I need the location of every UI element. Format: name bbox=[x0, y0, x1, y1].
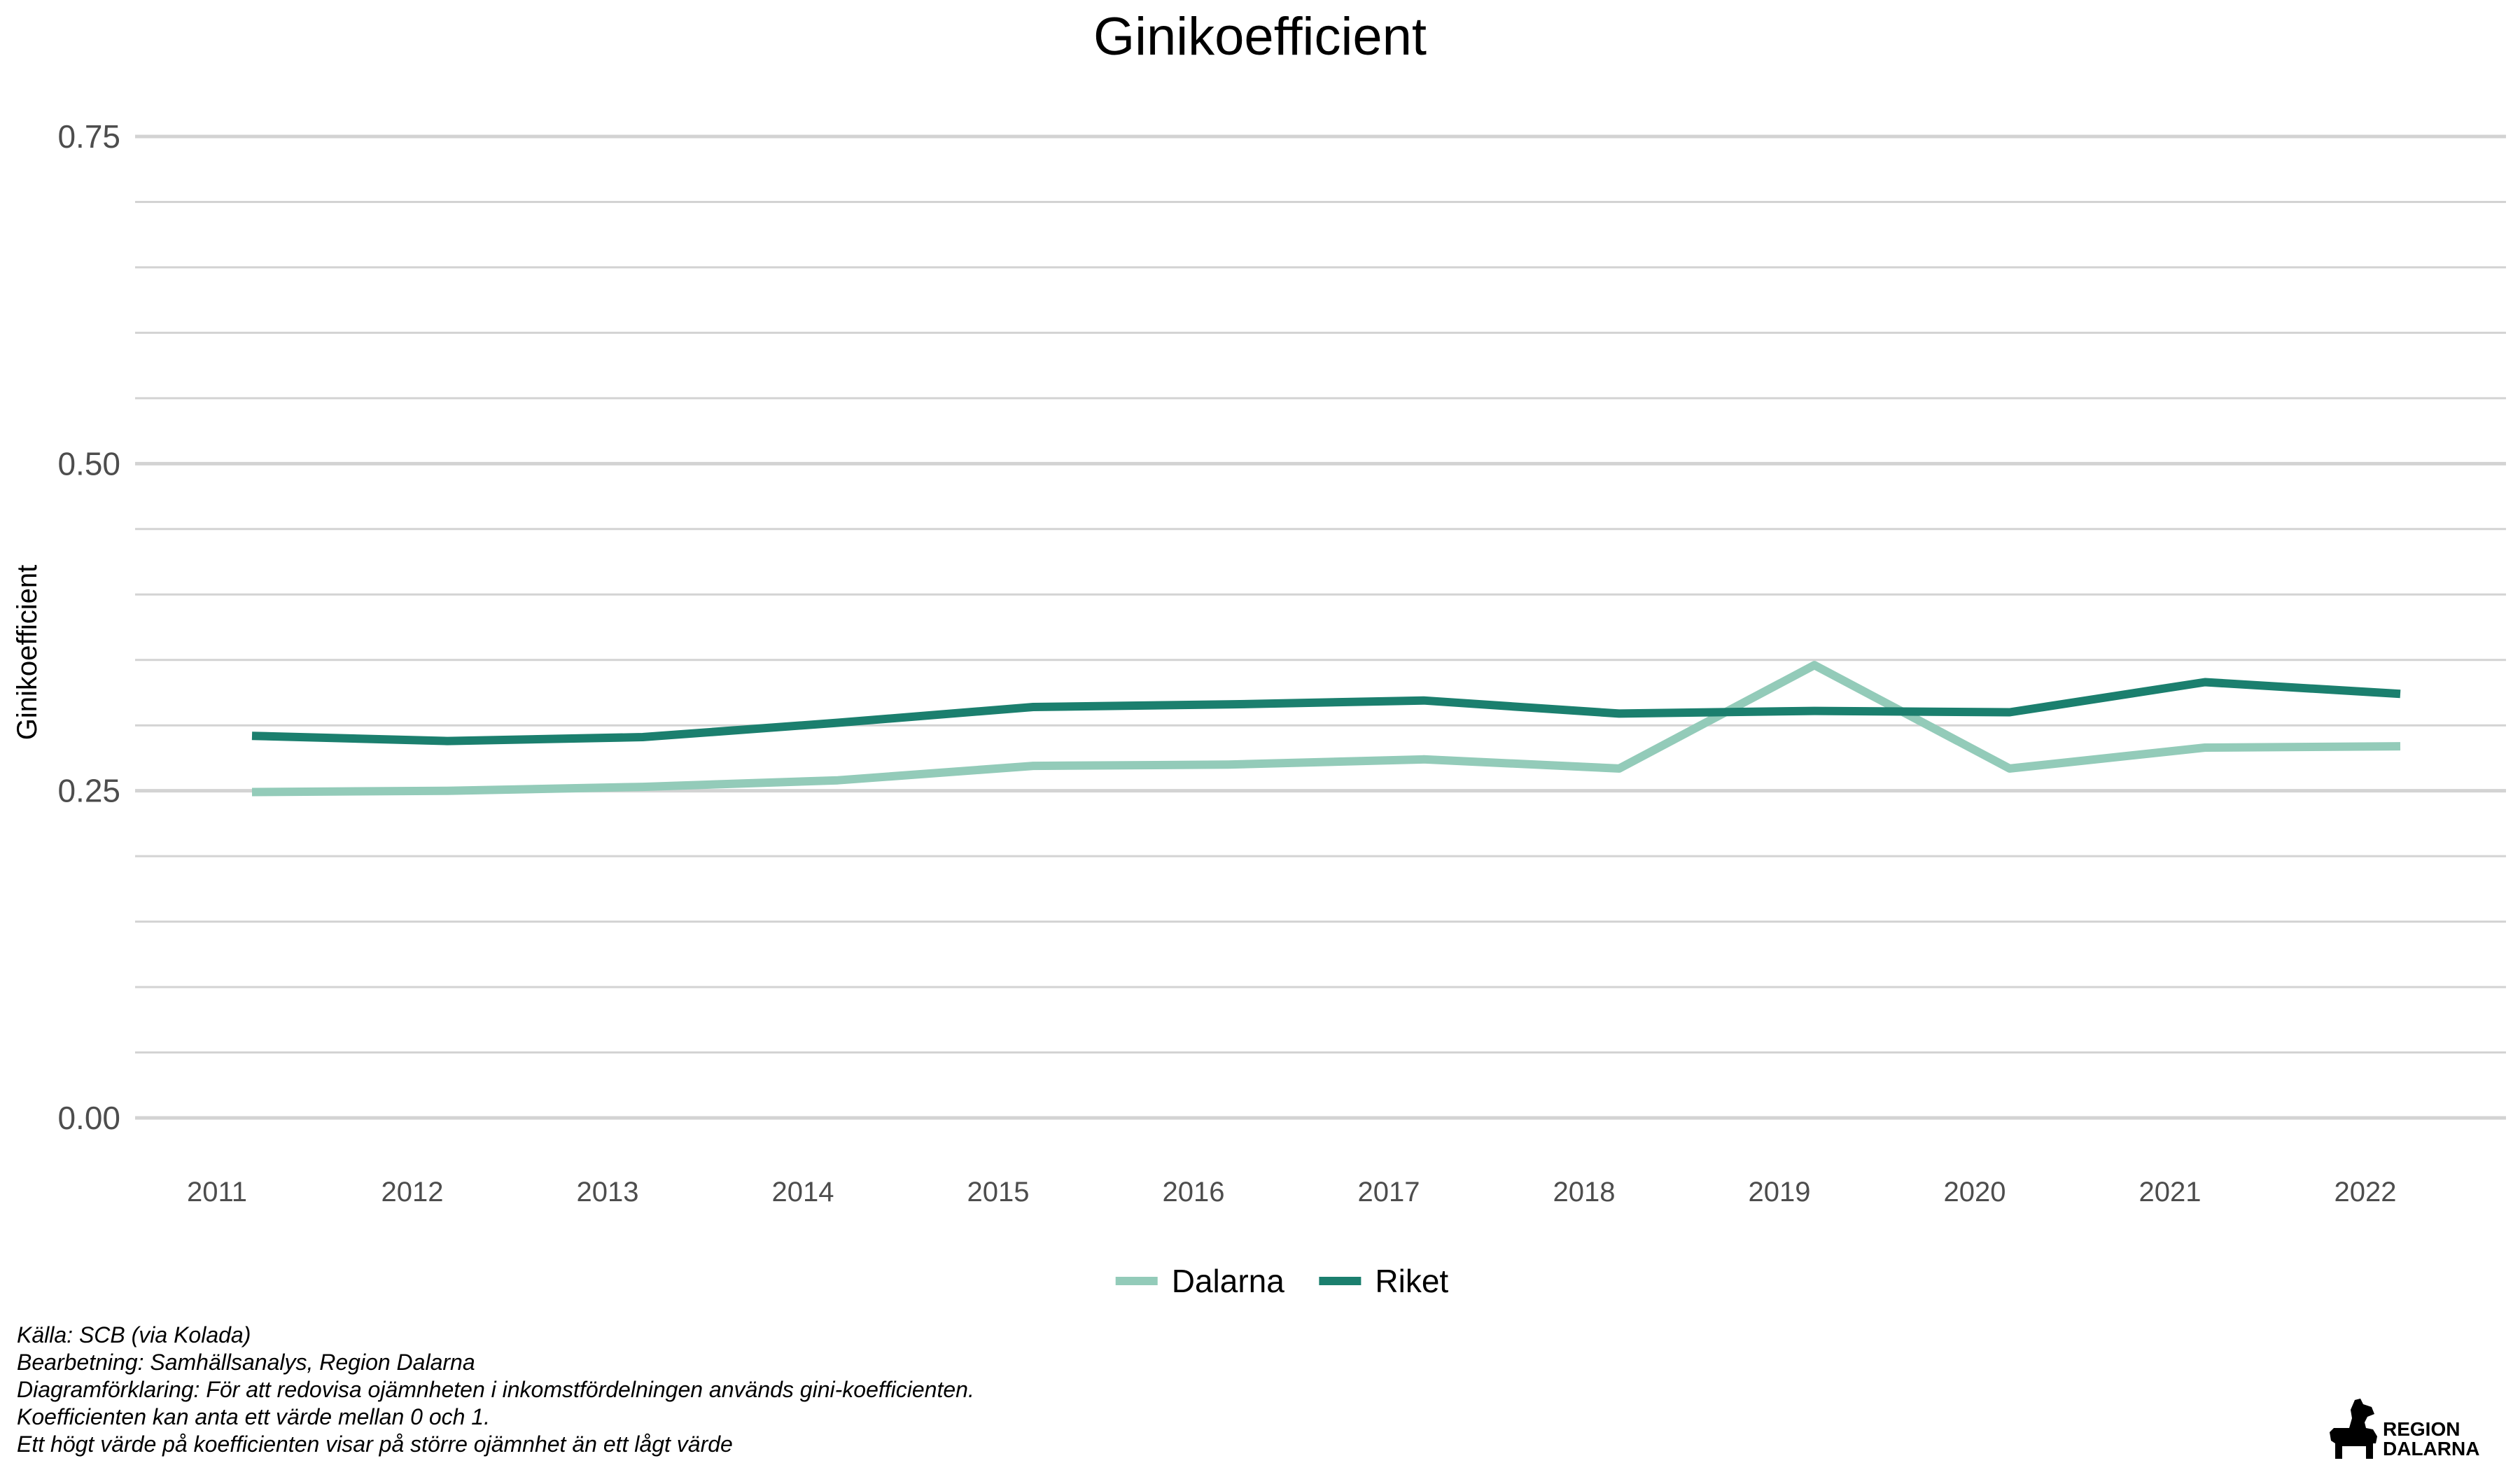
caption-processing: Bearbetning: Samhällsanalys, Region Dala… bbox=[17, 1350, 475, 1375]
x-tick-label: 2016 bbox=[1163, 1177, 1225, 1208]
x-tick-label: 2014 bbox=[772, 1177, 834, 1208]
chart-caption: Källa: SCB (via Kolada) Bearbetning: Sam… bbox=[17, 1322, 1697, 1458]
y-tick-label: 0.75 bbox=[57, 118, 120, 155]
y-tick-label: 0.00 bbox=[57, 1100, 120, 1136]
logo-line-2: DALARNA bbox=[2383, 1438, 2480, 1460]
legend-item-dalarna: Dalarna bbox=[1115, 1263, 1285, 1299]
logo-line-1: REGION bbox=[2383, 1418, 2460, 1440]
grid bbox=[135, 134, 2506, 1120]
x-tick-label: 2020 bbox=[1944, 1177, 2006, 1208]
x-tick-label: 2018 bbox=[1553, 1177, 1616, 1208]
caption-explanation-1: Diagramförklaring: För att redovisa ojäm… bbox=[17, 1377, 974, 1402]
dalahorse-icon bbox=[2330, 1399, 2377, 1459]
logo-text: REGION DALARNA bbox=[2383, 1420, 2479, 1459]
x-tick-label: 2013 bbox=[577, 1177, 639, 1208]
legend-label: Riket bbox=[1375, 1263, 1448, 1299]
x-tick-label: 2022 bbox=[2334, 1177, 2397, 1208]
y-axis-label: Ginikoefficient bbox=[12, 565, 43, 741]
caption-source: Källa: SCB (via Kolada) bbox=[17, 1322, 251, 1348]
region-dalarna-logo: REGION DALARNA bbox=[2324, 1393, 2513, 1463]
series-line-riket bbox=[251, 678, 2401, 746]
x-tick-label: 2015 bbox=[967, 1177, 1030, 1208]
x-axis-ticks: 2011 2012 2013 2014 2015 2016 2017 2018 2019 2020… bbox=[187, 1177, 2397, 1208]
y-axis-ticks: 0.00 0.25 0.50 0.75 bbox=[57, 118, 120, 1136]
caption-explanation-2: Koefficienten kan anta ett värde mellan … bbox=[17, 1404, 490, 1429]
series-line-dalarna bbox=[251, 661, 2401, 797]
y-tick-label: 0.25 bbox=[57, 773, 120, 809]
x-tick-label: 2019 bbox=[1749, 1177, 1811, 1208]
legend: Dalarna Riket bbox=[1115, 1263, 1448, 1299]
x-tick-label: 2011 bbox=[187, 1177, 247, 1208]
x-tick-label: 2012 bbox=[382, 1177, 444, 1208]
legend-label: Dalarna bbox=[1172, 1263, 1285, 1299]
series-lines bbox=[251, 661, 2401, 797]
caption-explanation-3: Ett högt värde på koefficienten visar på… bbox=[17, 1432, 733, 1457]
chart-title: Ginikoefficient bbox=[1093, 7, 1427, 66]
legend-item-riket: Riket bbox=[1319, 1263, 1448, 1299]
x-tick-label: 2017 bbox=[1358, 1177, 1420, 1208]
y-tick-label: 0.50 bbox=[57, 445, 120, 482]
x-tick-label: 2021 bbox=[2139, 1177, 2202, 1208]
